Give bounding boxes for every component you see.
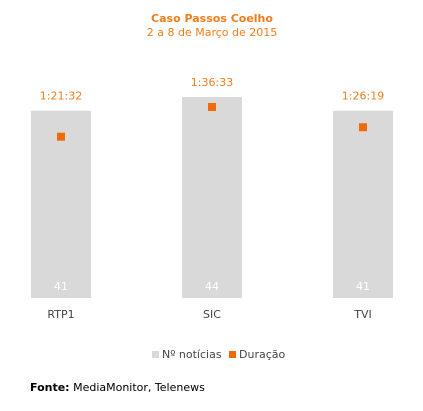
- bar: [182, 97, 242, 298]
- x-tick-label: TVI: [353, 308, 372, 321]
- chart-title: Caso Passos Coelho: [151, 12, 273, 25]
- bar: [31, 110, 91, 298]
- marker: [208, 103, 216, 111]
- source: Fonte: MediaMonitor, Telenews: [30, 381, 205, 394]
- bar: [333, 110, 393, 298]
- bar-value-label: 44: [205, 280, 219, 293]
- data-label: 1:26:19: [342, 90, 384, 103]
- legend-swatch: [152, 351, 159, 358]
- legend-swatch: [229, 351, 236, 358]
- marker: [359, 123, 367, 132]
- source-text: MediaMonitor, Telenews: [73, 381, 205, 394]
- data-label: 1:36:33: [191, 76, 233, 89]
- marker: [57, 132, 65, 141]
- x-tick-label: SIC: [203, 308, 221, 321]
- chart-subtitle: 2 a 8 de Março de 2015: [147, 26, 278, 39]
- legend-label: Duração: [239, 348, 285, 361]
- source-label: Fonte:: [30, 381, 70, 394]
- bar-value-label: 41: [356, 280, 370, 293]
- data-label: 1:21:32: [40, 90, 82, 103]
- legend-label: Nº notícias: [162, 348, 222, 361]
- x-tick-label: RTP1: [47, 308, 74, 321]
- bar-value-label: 41: [54, 280, 68, 293]
